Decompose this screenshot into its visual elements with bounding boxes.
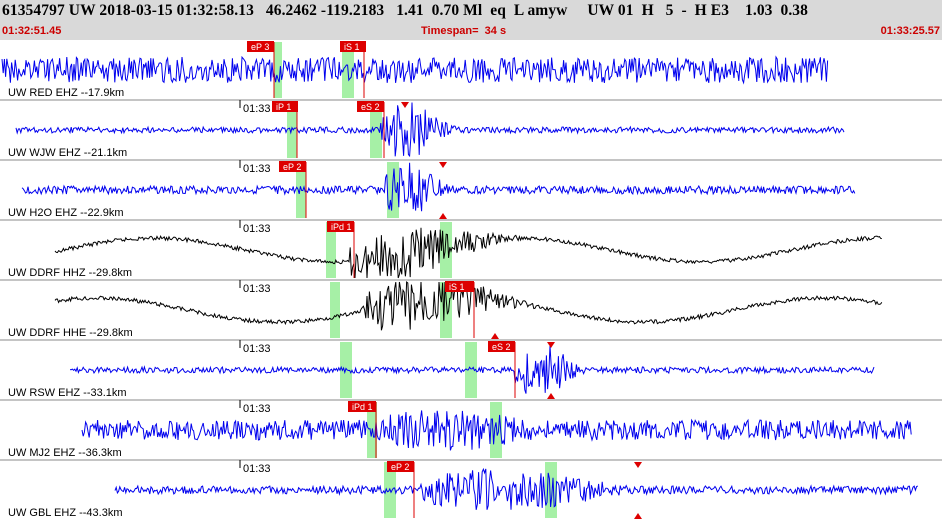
pick-flag[interactable] <box>488 341 515 352</box>
waveform <box>69 345 875 394</box>
trace-row[interactable]: 01:33 iP 1 eS 2 UW WJW EHZ --21.1km <box>0 99 942 159</box>
trace-row[interactable]: 01:33 iPd 1 UW DDRF HHZ --29.8km <box>0 219 942 279</box>
time-tick-label: 01:33 <box>243 223 271 235</box>
pick-label: iS 1 <box>344 42 360 52</box>
pick-window[interactable] <box>330 282 340 338</box>
trace-row[interactable]: 01:33 iPd 1 UW MJ2 EHZ --36.3km <box>0 399 942 459</box>
trace-row[interactable]: 01:33 eP 2 UW H2O EHZ --22.9km <box>0 159 942 219</box>
pick-window[interactable] <box>287 102 297 158</box>
end-time: 01:33:25.57 <box>880 25 940 37</box>
arrival-marker-down <box>401 102 409 108</box>
pick-flag[interactable] <box>247 41 274 52</box>
station-label: UW RSW EHZ --33.1km <box>8 387 127 399</box>
arrival-marker-up <box>491 333 499 339</box>
waveform <box>21 162 856 212</box>
pick-label: eP 2 <box>283 162 301 172</box>
arrival-marker-down <box>634 462 642 468</box>
pick-window[interactable] <box>465 342 477 398</box>
pick-flag[interactable] <box>445 281 474 292</box>
pick-flag[interactable] <box>357 101 384 112</box>
arrival-marker-down <box>547 342 555 348</box>
trace-row[interactable]: eP 3 iS 1 UW RED EHZ --17.9km <box>1 41 829 99</box>
waveform <box>54 280 883 331</box>
event-header: 61354797 UW 2018-03-15 01:32:58.13 46.24… <box>0 0 942 40</box>
station-label: UW WJW EHZ --21.1km <box>8 147 127 159</box>
trace-row[interactable]: 01:33 iS 1 UW DDRF HHE --29.8km <box>0 279 942 339</box>
pick-flag[interactable] <box>272 101 298 112</box>
time-tick-label: 01:33 <box>243 103 271 115</box>
waveform <box>114 467 919 510</box>
waveform <box>1 55 829 85</box>
time-tick-label: 01:33 <box>243 163 271 175</box>
pick-label: iPd 1 <box>331 222 352 232</box>
pick-label: iPd 1 <box>352 402 373 412</box>
station-label: UW H2O EHZ --22.9km <box>8 207 124 219</box>
pick-window[interactable] <box>545 462 557 518</box>
trace-row[interactable]: 01:33 eP 2 UW GBL EHZ --43.3km <box>0 459 942 519</box>
pick-flag[interactable] <box>348 401 376 412</box>
time-tick-label: 01:33 <box>243 343 271 355</box>
pick-label: eP 3 <box>251 42 269 52</box>
pick-flag[interactable] <box>340 41 366 52</box>
pick-flag[interactable] <box>279 161 306 172</box>
event-summary: 61354797 UW 2018-03-15 01:32:58.13 46.24… <box>2 2 808 19</box>
arrival-marker-up <box>439 213 447 219</box>
station-label: UW DDRF HHZ --29.8km <box>8 267 132 279</box>
pick-label: eS 2 <box>492 342 511 352</box>
station-label: UW MJ2 EHZ --36.3km <box>8 447 122 459</box>
start-time: 01:32:51.45 <box>2 25 62 37</box>
trace-row[interactable]: 01:33 eS 2 UW RSW EHZ --33.1km <box>0 339 942 399</box>
pick-label: eP 2 <box>391 462 409 472</box>
pick-flag[interactable] <box>387 461 414 472</box>
pick-label: iP 1 <box>276 102 291 112</box>
time-tick-label: 01:33 <box>243 463 271 475</box>
waveform <box>81 410 912 451</box>
station-label: UW GBL EHZ --43.3km <box>8 507 123 519</box>
station-label: UW DDRF HHE --29.8km <box>8 327 133 339</box>
pick-label: iS 1 <box>449 282 465 292</box>
pick-window[interactable] <box>274 42 282 98</box>
waveform <box>15 102 845 158</box>
arrival-marker-down <box>439 162 447 168</box>
time-tick-label: 01:33 <box>243 403 271 415</box>
pick-flag[interactable] <box>327 221 354 232</box>
pick-label: eS 2 <box>361 102 380 112</box>
time-tick-label: 01:33 <box>243 283 271 295</box>
arrival-marker-up <box>634 513 642 519</box>
timespan-label: Timespan= 34 s <box>421 25 507 37</box>
arrival-marker-up <box>547 393 555 399</box>
pick-window[interactable] <box>370 102 382 158</box>
station-label: UW RED EHZ --17.9km <box>8 87 124 99</box>
pick-window[interactable] <box>326 222 336 278</box>
pick-window[interactable] <box>490 402 502 458</box>
waveform <box>54 227 882 279</box>
